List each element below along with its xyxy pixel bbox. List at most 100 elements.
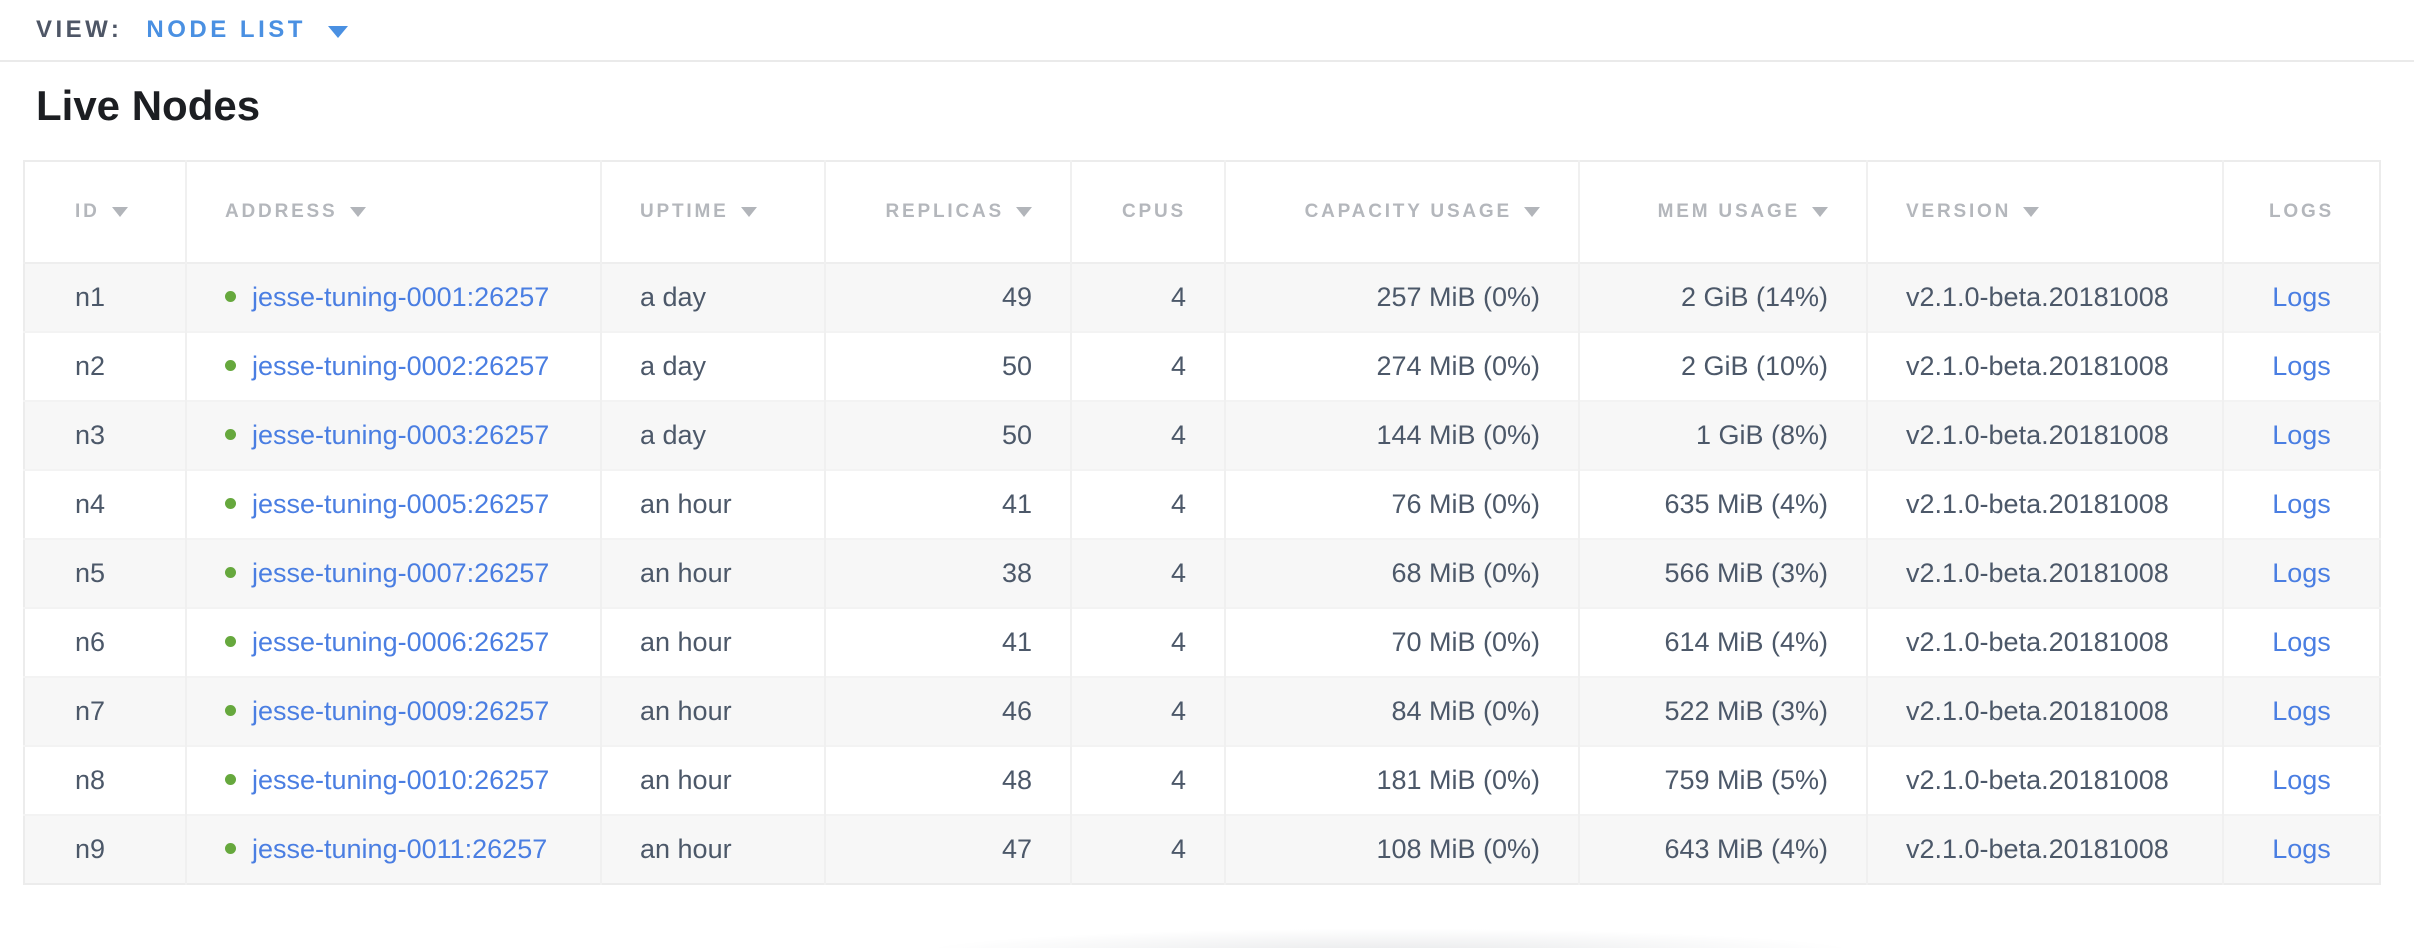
cell-mem_usage: 566 MiB (3%) xyxy=(1578,539,1867,608)
cell-version: v2.1.0-beta.20181008 xyxy=(1866,332,2223,401)
column-header-capacity_usage[interactable]: CAPACITY USAGE xyxy=(1224,161,1579,263)
logs-link[interactable]: Logs xyxy=(2272,489,2331,519)
cell-capacity_usage: 76 MiB (0%) xyxy=(1224,470,1579,539)
logs-link[interactable]: Logs xyxy=(2272,351,2331,381)
cell-logs: Logs xyxy=(2222,332,2380,401)
table-head: ID ADDRESS UPTIME REPLICAS CPUS CAPACITY USAG… xyxy=(24,161,2380,263)
table-row: n5 jesse-tuning-0007:26257 an hour 38 4 68 Mi… xyxy=(24,539,2380,608)
cell-logs: Logs xyxy=(2222,539,2380,608)
cell-capacity_usage: 68 MiB (0%) xyxy=(1224,539,1579,608)
cell-uptime: an hour xyxy=(600,539,825,608)
logs-link[interactable]: Logs xyxy=(2272,696,2331,726)
column-header-mem_usage[interactable]: MEM USAGE xyxy=(1578,161,1867,263)
column-header-logs: LOGS xyxy=(2222,161,2380,263)
column-label-replicas: REPLICAS xyxy=(885,201,1004,222)
cell-id: n4 xyxy=(75,489,106,519)
cell-address: jesse-tuning-0006:26257 xyxy=(185,608,601,677)
cell-uptime: a day xyxy=(600,401,825,470)
column-label-address: ADDRESS xyxy=(225,201,338,222)
cell-replicas: 50 xyxy=(824,401,1071,470)
cell-uptime: an hour xyxy=(600,677,825,746)
table-row: n1 jesse-tuning-0001:26257 a day 49 4 257 MiB… xyxy=(24,263,2380,332)
cell-mem_usage: 522 MiB (3%) xyxy=(1578,677,1867,746)
sort-desc-icon xyxy=(1016,207,1032,217)
node-address-link[interactable]: jesse-tuning-0010:26257 xyxy=(252,765,550,795)
cell-address: jesse-tuning-0003:26257 xyxy=(185,401,601,470)
cell-address: jesse-tuning-0001:26257 xyxy=(185,263,601,332)
logs-link[interactable]: Logs xyxy=(2272,282,2331,312)
view-selector-dropdown[interactable]: NODE LIST xyxy=(146,16,348,44)
table-body: n1 jesse-tuning-0001:26257 a day 49 4 257 MiB… xyxy=(24,263,2380,884)
node-status-healthy-icon xyxy=(225,498,236,510)
cell-cpus: 4 xyxy=(1070,539,1225,608)
cell-uptime: an hour xyxy=(600,746,825,815)
column-label-capacity_usage: CAPACITY USAGE xyxy=(1304,201,1512,222)
column-header-cpus: CPUS xyxy=(1070,161,1225,263)
cell-replicas: 41 xyxy=(824,608,1071,677)
cell-replicas: 46 xyxy=(824,677,1071,746)
table-row: n9 jesse-tuning-0011:26257 an hour 47 4 108 M… xyxy=(24,815,2380,884)
cell-version: v2.1.0-beta.20181008 xyxy=(1866,746,2223,815)
column-header-version[interactable]: VERSION xyxy=(1866,161,2223,263)
logs-link[interactable]: Logs xyxy=(2272,765,2331,795)
cell-version: v2.1.0-beta.20181008 xyxy=(1866,263,2223,332)
cell-mem_usage: 759 MiB (5%) xyxy=(1578,746,1867,815)
logs-link[interactable]: Logs xyxy=(2272,420,2331,450)
cell-capacity_usage: 144 MiB (0%) xyxy=(1224,401,1579,470)
view-selected-value: NODE LIST xyxy=(146,16,306,43)
node-status-healthy-icon xyxy=(225,567,236,579)
cell-id: n9 xyxy=(75,834,106,864)
cell-mem_usage: 643 MiB (4%) xyxy=(1578,815,1867,884)
column-header-uptime[interactable]: UPTIME xyxy=(600,161,825,263)
cell-mem_usage: 1 GiB (8%) xyxy=(1578,401,1867,470)
table-row: n2 jesse-tuning-0002:26257 a day 50 4 274 MiB… xyxy=(24,332,2380,401)
cell-address: jesse-tuning-0010:26257 xyxy=(185,746,601,815)
node-status-healthy-icon xyxy=(225,636,236,648)
node-address-link[interactable]: jesse-tuning-0002:26257 xyxy=(252,351,550,381)
cell-cpus: 4 xyxy=(1070,470,1225,539)
cell-mem_usage: 614 MiB (4%) xyxy=(1578,608,1867,677)
cell-id: n7 xyxy=(75,696,106,726)
node-address-link[interactable]: jesse-tuning-0011:26257 xyxy=(252,834,548,864)
cell-capacity_usage: 108 MiB (0%) xyxy=(1224,815,1579,884)
cell-address: jesse-tuning-0011:26257 xyxy=(185,815,601,884)
cell-uptime: an hour xyxy=(600,608,825,677)
cell-logs: Logs xyxy=(2222,677,2380,746)
cell-version: v2.1.0-beta.20181008 xyxy=(1866,677,2223,746)
cell-cpus: 4 xyxy=(1070,401,1225,470)
node-address-link[interactable]: jesse-tuning-0005:26257 xyxy=(252,489,550,519)
cell-logs: Logs xyxy=(2222,263,2380,332)
cell-mem_usage: 2 GiB (14%) xyxy=(1578,263,1867,332)
logs-link[interactable]: Logs xyxy=(2272,834,2331,864)
logs-link[interactable]: Logs xyxy=(2272,558,2331,588)
node-address-link[interactable]: jesse-tuning-0003:26257 xyxy=(252,420,550,450)
cell-replicas: 49 xyxy=(824,263,1071,332)
table-row: n4 jesse-tuning-0005:26257 an hour 41 4 76 Mi… xyxy=(24,470,2380,539)
cell-logs: Logs xyxy=(2222,608,2380,677)
cell-cpus: 4 xyxy=(1070,815,1225,884)
node-address-link[interactable]: jesse-tuning-0007:26257 xyxy=(252,558,550,588)
logs-link[interactable]: Logs xyxy=(2272,627,2331,657)
cell-cpus: 4 xyxy=(1070,677,1225,746)
column-label-uptime: UPTIME xyxy=(640,201,729,222)
cell-capacity_usage: 274 MiB (0%) xyxy=(1224,332,1579,401)
cell-logs: Logs xyxy=(2222,401,2380,470)
sort-desc-icon xyxy=(1812,207,1828,217)
node-address-link[interactable]: jesse-tuning-0009:26257 xyxy=(252,696,550,726)
table-row: n6 jesse-tuning-0006:26257 an hour 41 4 70 Mi… xyxy=(24,608,2380,677)
column-header-id[interactable]: ID xyxy=(24,161,186,263)
node-status-healthy-icon xyxy=(225,774,236,786)
column-label-id: ID xyxy=(75,201,100,222)
cell-cpus: 4 xyxy=(1070,263,1225,332)
node-address-link[interactable]: jesse-tuning-0006:26257 xyxy=(252,627,550,657)
view-label: VIEW: xyxy=(36,16,123,43)
node-address-link[interactable]: jesse-tuning-0001:26257 xyxy=(252,282,550,312)
cell-logs: Logs xyxy=(2222,470,2380,539)
column-label-version: VERSION xyxy=(1906,201,2012,222)
column-header-replicas[interactable]: REPLICAS xyxy=(824,161,1071,263)
cell-address: jesse-tuning-0007:26257 xyxy=(185,539,601,608)
sort-desc-icon xyxy=(349,207,366,217)
cell-address: jesse-tuning-0005:26257 xyxy=(185,470,601,539)
cell-replicas: 38 xyxy=(824,539,1071,608)
column-header-address[interactable]: ADDRESS xyxy=(185,161,601,263)
